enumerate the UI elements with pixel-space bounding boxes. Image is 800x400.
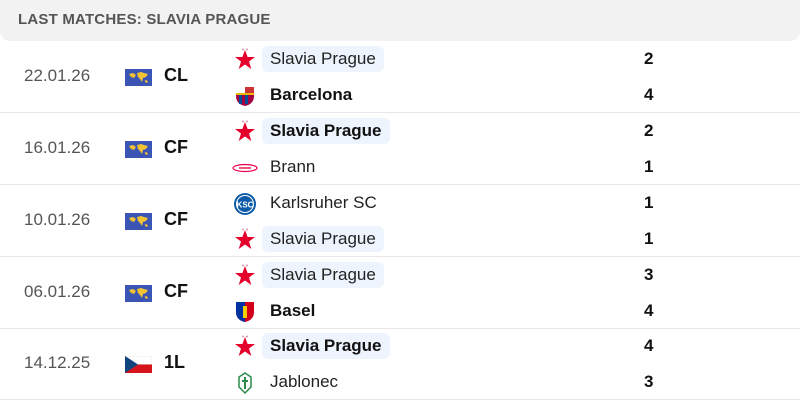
team-name: Slavia Prague (262, 333, 390, 359)
team-away[interactable]: Jablonec 3 (232, 368, 792, 398)
score: 1 (644, 229, 654, 248)
world-flag-icon (125, 141, 152, 158)
slavia-star-icon (232, 48, 258, 71)
score: 3 (644, 265, 654, 284)
slavia-star-icon (232, 120, 258, 143)
slavia-star-icon (232, 228, 258, 251)
match-row[interactable]: 16.01.26 CF Slavia Prague 2 Brann 1 (0, 113, 800, 185)
team-name: Slavia Prague (262, 226, 384, 252)
slavia-star-icon (232, 335, 258, 358)
match-date: 16.01.26 (24, 138, 91, 157)
team-home[interactable]: KSC Karlsruher SC 1 (232, 189, 792, 219)
slavia-star-icon (232, 264, 258, 287)
basel-crest-icon (232, 301, 258, 323)
team-name: Slavia Prague (262, 46, 384, 72)
match-date: 22.01.26 (24, 66, 91, 85)
world-flag-icon (125, 213, 152, 230)
competition: CL (164, 65, 188, 85)
match-row[interactable]: 06.01.26 CF Slavia Prague 3 Basel 4 (0, 257, 800, 329)
czech-flag-icon (124, 355, 153, 373)
team-home[interactable]: Slavia Prague 3 (232, 261, 792, 291)
competition: CF (164, 137, 188, 157)
match-date: 06.01.26 (24, 282, 91, 301)
team-home[interactable]: Slavia Prague 2 (232, 45, 792, 75)
team-away[interactable]: Brann 1 (232, 153, 792, 183)
score: 1 (644, 157, 654, 176)
score: 4 (644, 85, 654, 104)
team-away[interactable]: Barcelona 4 (232, 81, 792, 111)
barcelona-crest-icon (232, 85, 258, 107)
match-row[interactable]: 14.12.25 1L Slavia Prague 4 Jablonec 3 (0, 328, 800, 400)
section-title: LAST MATCHES: SLAVIA PRAGUE (0, 0, 800, 41)
svg-text:KSC: KSC (237, 201, 254, 210)
world-flag-icon (125, 69, 152, 86)
team-name: Slavia Prague (262, 262, 384, 288)
score: 1 (644, 193, 654, 212)
competition: CF (164, 209, 188, 229)
competition: 1L (164, 352, 186, 372)
team-home[interactable]: Slavia Prague 2 (232, 117, 792, 147)
team-name: Basel (270, 301, 316, 320)
match-row[interactable]: 22.01.26 CL Slavia Prague 2 Barcelona 4 (0, 41, 800, 113)
team-name: Slavia Prague (262, 118, 390, 144)
team-away[interactable]: Basel 4 (232, 297, 792, 327)
team-name: Brann (270, 157, 316, 176)
match-date: 10.01.26 (24, 210, 91, 229)
team-name: Jablonec (270, 372, 339, 391)
score: 2 (644, 49, 654, 68)
competition: CF (164, 281, 188, 301)
brann-crest-icon (232, 157, 258, 179)
jablonec-crest-icon (232, 372, 258, 395)
team-home[interactable]: Slavia Prague 4 (232, 332, 792, 362)
world-flag-icon (125, 285, 152, 302)
team-away[interactable]: Slavia Prague 1 (232, 225, 792, 255)
score: 4 (644, 301, 654, 320)
score: 2 (644, 121, 654, 140)
team-name: Karlsruher SC (270, 193, 377, 212)
score: 4 (644, 336, 654, 355)
match-row[interactable]: 10.01.26 CF KSC Karlsruher SC 1 Slavia P… (0, 185, 800, 257)
match-date: 14.12.25 (24, 353, 91, 372)
ksc-crest-icon: KSC (232, 193, 258, 215)
team-name: Barcelona (270, 85, 353, 104)
score: 3 (644, 372, 654, 391)
